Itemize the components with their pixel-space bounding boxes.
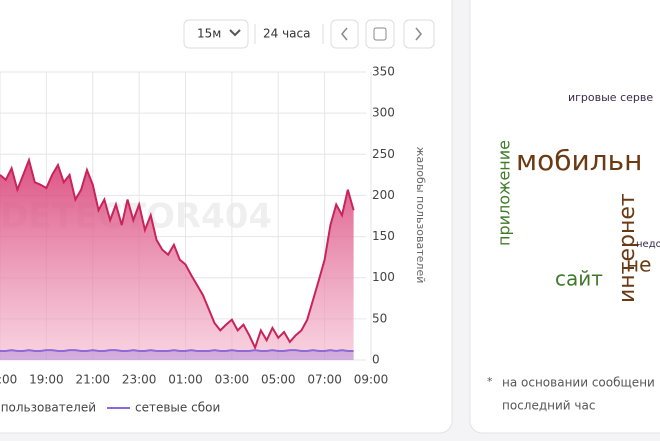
note-text: на основании сообщени	[502, 376, 655, 390]
y-tick-label: 100	[372, 270, 395, 284]
y-tick-label: 350	[372, 65, 395, 79]
cloud-word: не	[626, 253, 651, 277]
cloud-word: интернет	[615, 193, 640, 303]
interval-value: 15м	[197, 27, 221, 41]
cloud-word: приложение	[495, 140, 514, 246]
note-text: последний час	[502, 399, 595, 413]
x-tick-label: 09:00	[354, 373, 389, 387]
series-line	[0, 156, 355, 351]
cloud-word: недо	[636, 239, 660, 250]
y-tick-label: 250	[372, 147, 395, 161]
y-tick-label: 300	[372, 106, 395, 120]
controls: 15м 24 часа	[183, 19, 435, 49]
cloud-word: мобильн	[516, 144, 642, 177]
x-tick-label: 19:00	[29, 373, 64, 387]
y-tick-label: 150	[372, 229, 395, 243]
prev-button[interactable]	[330, 19, 359, 49]
interval-select[interactable]	[183, 19, 249, 49]
note-mark: *	[487, 375, 493, 388]
x-tick-label: 01:00	[168, 373, 203, 387]
chevron-icon	[229, 29, 241, 37]
range-label[interactable]: 24 часа	[263, 27, 310, 41]
x-tick-label: 21:00	[75, 373, 110, 387]
y-tick-label: 0	[372, 353, 380, 367]
x-tick-label: 05:00	[261, 373, 296, 387]
next-button[interactable]	[403, 19, 435, 49]
wordcloud-card	[469, 0, 660, 434]
y-tick-label: 50	[372, 311, 387, 325]
next-icon	[415, 27, 422, 41]
calendar-button[interactable]	[365, 19, 395, 49]
area	[0, 350, 354, 360]
prev-icon	[341, 27, 348, 41]
x-tick-label: 07:00	[307, 373, 342, 387]
y-axis-label: жалобы пользователей	[414, 147, 427, 284]
legend-label: сетевые сбои	[135, 401, 220, 415]
series-line	[0, 349, 354, 352]
cloud-word: игровые серве	[568, 91, 653, 104]
calendar-icon	[373, 27, 387, 41]
area	[0, 160, 354, 360]
x-tick-label: 03:00	[215, 373, 250, 387]
cloud-word: сайт	[555, 267, 603, 291]
legend-label: жалобы пользователей	[0, 401, 96, 415]
x-tick-label: 17:00	[0, 373, 17, 387]
y-tick-label: 200	[372, 188, 395, 202]
x-tick-label: 23:00	[122, 373, 157, 387]
